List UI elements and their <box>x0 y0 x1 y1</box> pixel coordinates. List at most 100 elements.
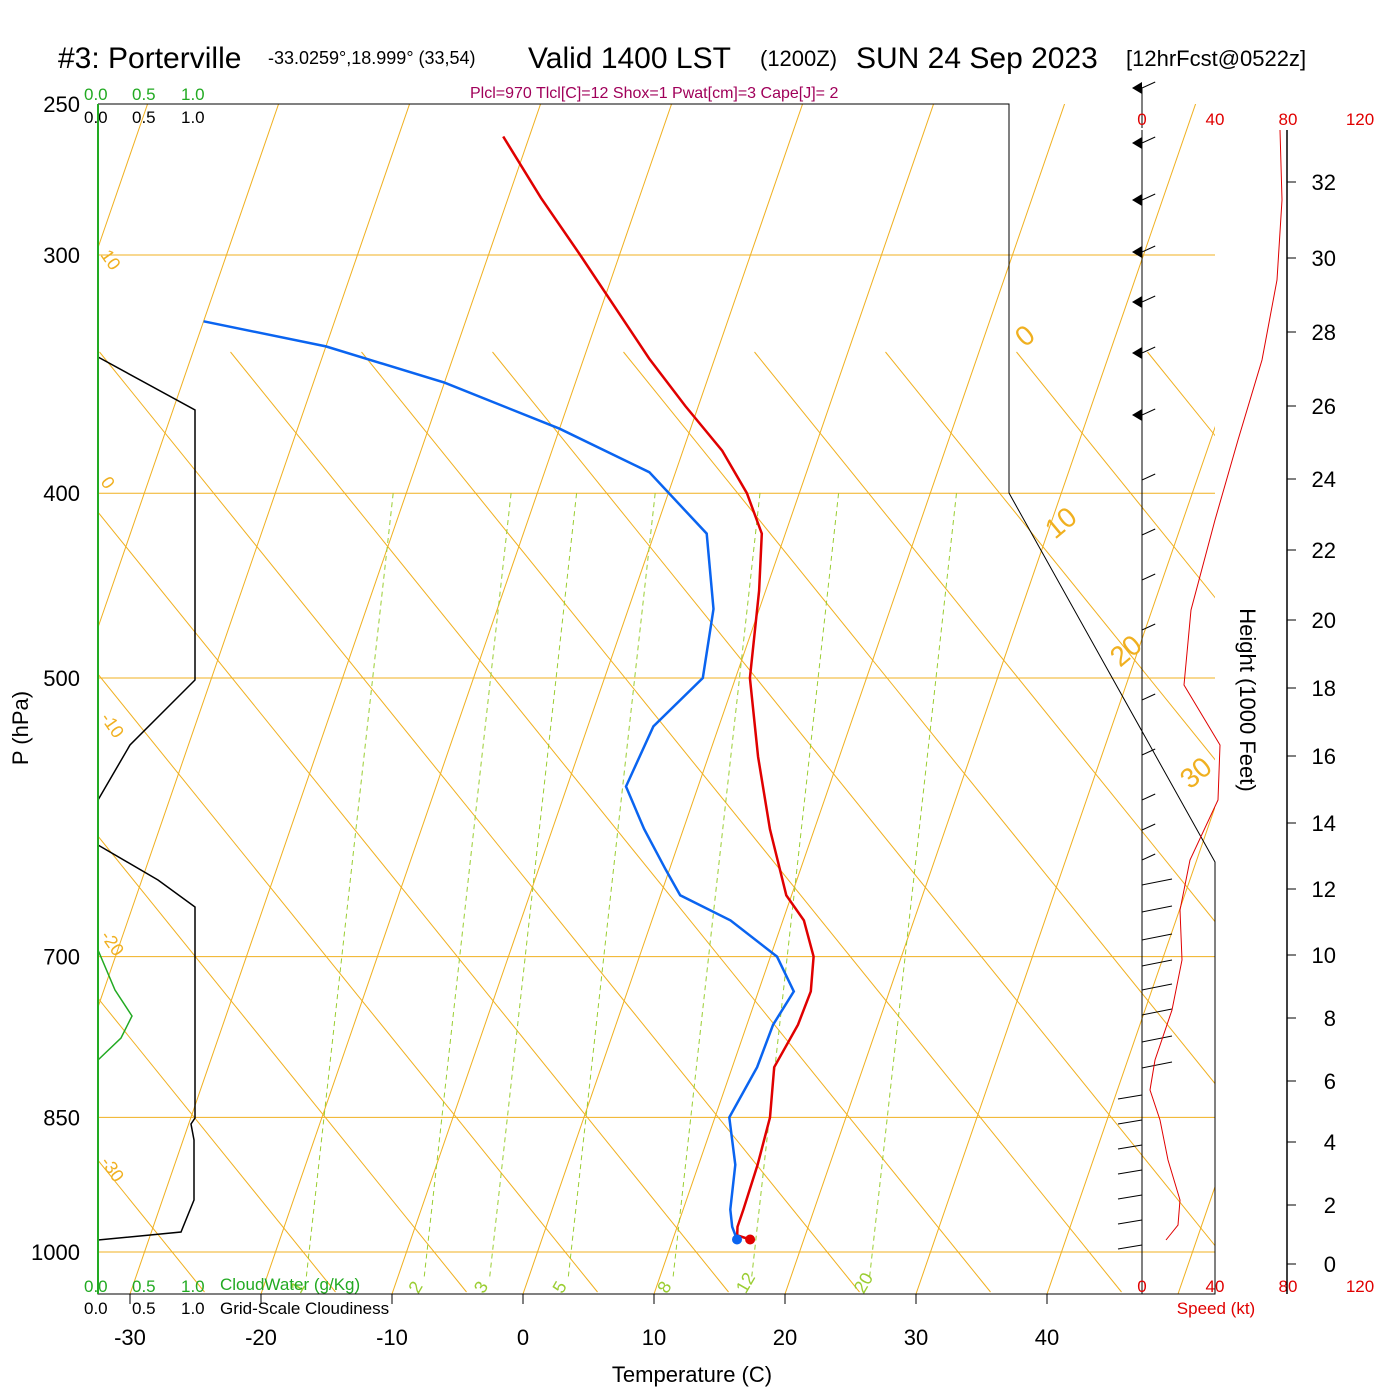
isotherm-line <box>260 104 673 1294</box>
temp-tick--20: -20 <box>245 1325 277 1350</box>
height-tick-0: 0 <box>1324 1252 1336 1277</box>
isotherm-label-right: 20 <box>1104 629 1148 673</box>
pressure-tick-700: 700 <box>43 945 80 970</box>
height-tick-16: 16 <box>1312 744 1336 769</box>
pressure-tick-400: 400 <box>43 481 80 506</box>
wind-barb-flag <box>1141 1061 1173 1069</box>
wind-barb-flag <box>1141 408 1156 416</box>
cloud-black-bottom-2: 1.0 <box>181 1299 205 1318</box>
mixing-ratio-label: 12 <box>732 1269 759 1296</box>
adiabat-line <box>361 351 1122 1293</box>
isotherm-line <box>129 104 542 1294</box>
cloud-green-top-0: 0.0 <box>84 85 108 104</box>
height-axis-label: Height (1000 Feet) <box>1235 608 1260 791</box>
temp-tick-20: 20 <box>773 1325 797 1350</box>
isotherm-label: -10 <box>97 709 128 742</box>
temp-tick--10: -10 <box>376 1325 408 1350</box>
height-tick-8: 8 <box>1324 1006 1336 1031</box>
adiabat-line <box>98 511 729 1293</box>
wind-barb-flag <box>1117 1119 1143 1125</box>
adiabat-line <box>1279 352 1400 1292</box>
height-tick-14: 14 <box>1312 811 1336 836</box>
wind-barb-flag <box>1141 983 1173 991</box>
pressure-axis: 250 300 400 500 700 850 1000 <box>31 92 80 1265</box>
wind-barb-flag <box>1141 878 1173 886</box>
isotherm-line <box>0 70 28 1300</box>
temp-tick-10: 10 <box>642 1325 666 1350</box>
adiabat-line <box>1016 351 1215 599</box>
temp-tick-0: 0 <box>517 1325 529 1350</box>
mixing-ratio-line <box>672 493 761 1277</box>
height-tick-10: 10 <box>1312 943 1336 968</box>
height-tick-24: 24 <box>1312 467 1336 492</box>
wind-barb-flag <box>1141 793 1156 801</box>
isotherm-label-right: 0 <box>1009 319 1041 353</box>
isotherm-label-right: 30 <box>1174 751 1218 795</box>
pressure-tick-500: 500 <box>43 666 80 691</box>
adiabat-line <box>98 835 467 1293</box>
temperature-axis-label: Temperature (C) <box>612 1362 772 1387</box>
height-tick-22: 22 <box>1312 538 1336 563</box>
mixing-ratio-line <box>489 493 578 1277</box>
station-title: #3: Porterville <box>58 42 241 75</box>
wind-barb-flag <box>1141 136 1156 144</box>
wind-barb-flag <box>1141 1035 1173 1043</box>
height-tick-18: 18 <box>1312 676 1336 701</box>
cloudwater-label: CloudWater (g/Kg) <box>220 1275 360 1294</box>
plot-frame <box>97 103 1216 1295</box>
speed-bottom-1: 40 <box>1206 1277 1225 1296</box>
cloudiness-profile-upper <box>97 356 196 801</box>
sounding-params: Plcl=970 Tlcl[C]=12 Shox=1 Pwat[cm]=3 Ca… <box>470 85 838 102</box>
isotherm-line <box>522 104 935 1294</box>
wind-barb-flag <box>1117 1169 1143 1175</box>
adiabat-line <box>885 351 1215 761</box>
isotherm-line <box>391 104 804 1294</box>
isotherm-line <box>784 104 1197 1294</box>
height-tick-20: 20 <box>1312 608 1336 633</box>
dewpoint-line <box>203 320 796 1240</box>
pressure-tick-250: 250 <box>43 92 80 117</box>
grid-layer: 1 2 3 5 8 12 20 <box>0 70 1400 1300</box>
wind-barb-flag <box>1141 573 1156 581</box>
isotherm-line <box>653 104 1066 1294</box>
cloudiness-label: Grid-Scale Cloudiness <box>220 1299 389 1318</box>
wind-barb-flag <box>1141 748 1156 756</box>
isotherm-label: -30 <box>97 1153 128 1186</box>
cloud-black-top-1: 0.5 <box>132 108 156 127</box>
wind-barb-flag <box>1141 1008 1173 1016</box>
wind-barbs-layer <box>1117 81 1283 1294</box>
wind-barb-pennant <box>1132 347 1142 359</box>
speed-bottom-0: 0 <box>1137 1277 1146 1296</box>
cloud-black-top-0: 0.0 <box>84 108 108 127</box>
wind-barb-pennant <box>1132 409 1142 421</box>
speed-axis-label: Speed (kt) <box>1177 1299 1255 1318</box>
wind-barb-flag <box>1141 823 1156 831</box>
forecast-info: [12hrFcst@0522z] <box>1126 46 1306 71</box>
adiabat-line <box>754 351 1215 923</box>
height-tick-28: 28 <box>1312 320 1336 345</box>
height-tick-12: 12 <box>1312 877 1336 902</box>
wind-barb-flag <box>1141 693 1156 701</box>
wind-barb-flag <box>1141 81 1156 89</box>
speed-axis-bottom: 0 40 80 120 Speed (kt) <box>1137 1277 1374 1318</box>
wind-barb-flag <box>1141 853 1156 861</box>
wind-barb-flag <box>1141 933 1173 941</box>
mixing-ratio-label: 20 <box>850 1269 877 1296</box>
cloud-scale-top: 0.0 0.5 1.0 0.0 0.5 1.0 <box>84 85 205 127</box>
pressure-tick-300: 300 <box>43 243 80 268</box>
height-tick-2: 2 <box>1324 1193 1336 1218</box>
height-tick-26: 26 <box>1312 394 1336 419</box>
wind-barb-flag <box>1117 1094 1143 1100</box>
wind-barb-flag <box>1141 959 1173 967</box>
mixing-ratio-line <box>423 493 512 1277</box>
utc-time: (1200Z) <box>760 46 837 71</box>
temperature-line <box>502 135 815 1241</box>
wind-barb-pennant <box>1132 296 1142 308</box>
cloud-green-top-2: 1.0 <box>181 85 205 104</box>
isotherm-line <box>98 104 411 1009</box>
height-tick-6: 6 <box>1324 1069 1336 1094</box>
cloud-black-top-2: 1.0 <box>181 108 205 127</box>
dewpoint-surface-point <box>732 1234 743 1245</box>
wind-barb-flag <box>1141 623 1156 631</box>
